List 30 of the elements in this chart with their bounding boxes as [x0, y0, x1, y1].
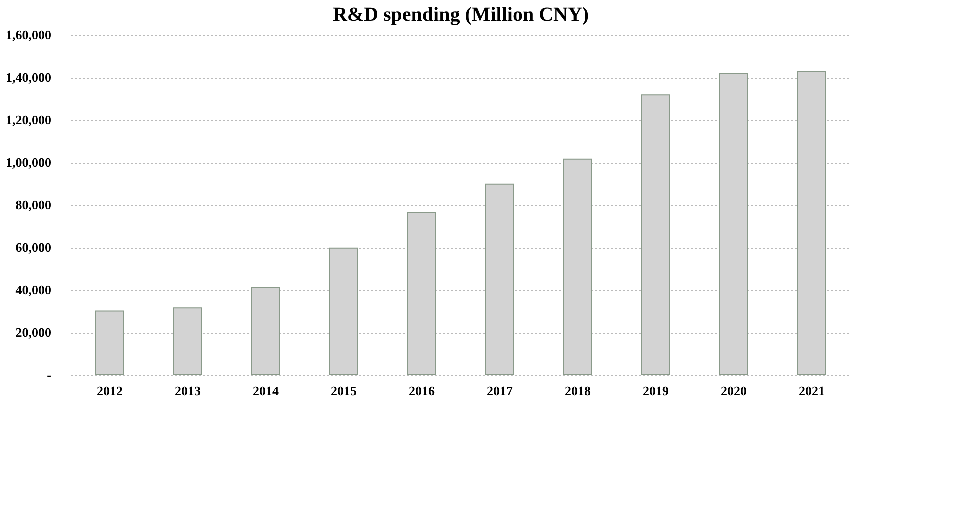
y-tick-label: 80,000	[16, 198, 52, 212]
chart-title: R&D spending (Million CNY)	[332, 4, 590, 26]
y-tick-label: -	[47, 368, 52, 382]
bar	[408, 212, 436, 376]
bar	[330, 248, 358, 376]
x-tick-label: 2021	[799, 384, 825, 398]
y-tick-label: 40,000	[16, 282, 52, 298]
y-tick-label: 1,40,000	[6, 70, 52, 85]
bar	[486, 184, 514, 376]
bar	[96, 310, 124, 376]
x-tick-label: 2015	[331, 384, 358, 398]
x-tick-label: 2014	[253, 384, 280, 398]
bar	[642, 94, 670, 376]
x-tick-label: 2019	[643, 384, 670, 398]
bar	[798, 71, 826, 376]
x-tick-label: 2020	[721, 384, 747, 398]
bar	[564, 158, 592, 376]
x-tick-label: 2018	[565, 384, 592, 398]
y-tick-label: 1,20,000	[6, 112, 52, 128]
bar	[174, 308, 202, 376]
x-tick-label: 2017	[487, 384, 514, 398]
y-tick-label: 1,60,000	[6, 28, 52, 42]
x-tick-label: 2012	[97, 384, 123, 398]
x-tick-label: 2016	[409, 384, 436, 398]
y-tick-label: 20,000	[16, 325, 52, 340]
y-tick-label: 60,000	[16, 240, 52, 255]
bar	[720, 72, 748, 376]
x-tick-label: 2013	[175, 384, 202, 398]
bar	[252, 287, 280, 376]
y-tick-label: 1,00,000	[6, 155, 52, 170]
